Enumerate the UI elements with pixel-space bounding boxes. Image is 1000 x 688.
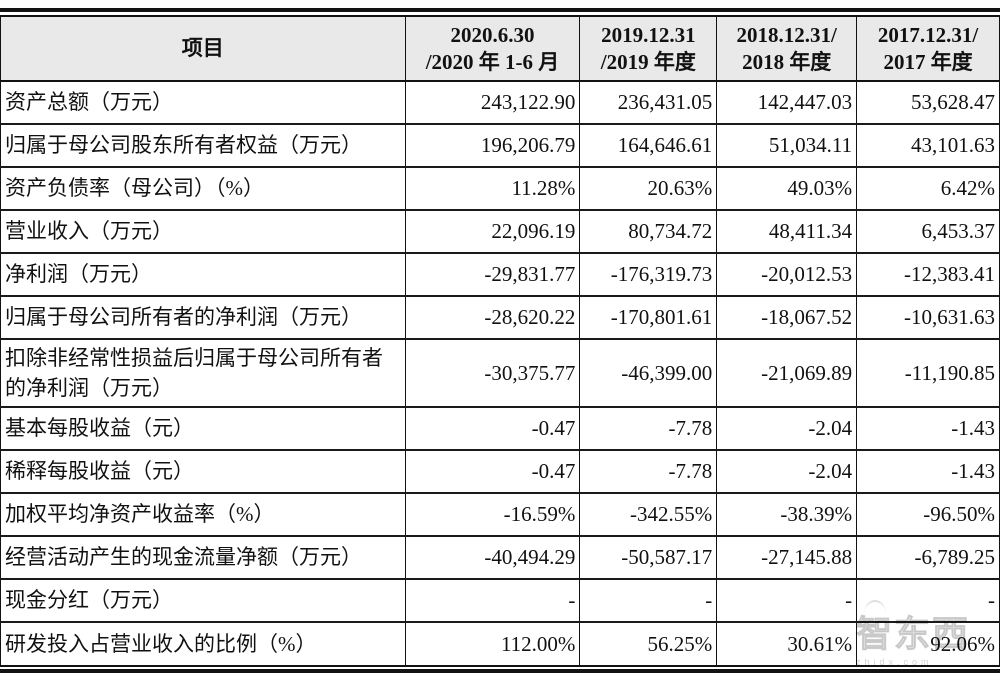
table-row: 资产总额（万元） 243,122.90 236,431.05 142,447.0… xyxy=(0,81,1000,125)
top-rule-thick xyxy=(0,8,1000,12)
value-cell: -6,789.25 xyxy=(856,536,1000,580)
value-cell: -7.78 xyxy=(579,450,717,494)
period-date: 2017.12.31/ xyxy=(877,23,979,48)
value-cell: -12,383.41 xyxy=(856,253,1000,297)
row-label-cell: 营业收入（万元） xyxy=(0,210,406,254)
row-label-cell: 资产总额（万元） xyxy=(0,81,406,125)
value-cell: - xyxy=(579,579,717,623)
period-range: 2018 年度 xyxy=(742,49,832,74)
value-cell: 30.61% xyxy=(716,622,857,665)
value-cell: 51,034.11 xyxy=(716,124,857,168)
financial-summary-table: 项目 2020.6.30 /2020 年 1-6 月 2019.12.31 /2… xyxy=(0,17,1000,665)
value-cell: -2.04 xyxy=(716,450,857,494)
table-row: 基本每股收益（元） -0.47 -7.78 -2.04 -1.43 xyxy=(0,407,1000,451)
row-label-cell: 归属于母公司所有者的净利润（万元） xyxy=(0,296,406,340)
table-header-row: 项目 2020.6.30 /2020 年 1-6 月 2019.12.31 /2… xyxy=(0,17,1000,82)
row-label-cell: 净利润（万元） xyxy=(0,253,406,297)
row-label-cell: 扣除非经常性损益后归属于母公司所有者的净利润（万元） xyxy=(0,339,406,408)
table-row: 资产负债率（母公司）（%） 11.28% 20.63% 49.03% 6.42% xyxy=(0,167,1000,211)
value-cell: 196,206.79 xyxy=(404,124,580,168)
header-period-cell: 2018.12.31/ 2018 年度 xyxy=(716,17,857,82)
row-label-cell: 加权平均净资产收益率（%） xyxy=(0,493,406,537)
header-item-cell: 项目 xyxy=(0,17,406,82)
value-cell: 6.42% xyxy=(856,167,1000,211)
value-cell: -29,831.77 xyxy=(404,253,580,297)
table-row: 经营活动产生的现金流量净额（万元） -40,494.29 -50,587.17 … xyxy=(0,536,1000,580)
period-date: 2018.12.31/ xyxy=(736,23,837,48)
value-cell: -16.59% xyxy=(404,493,580,537)
value-cell: 112.00% xyxy=(404,622,580,665)
value-cell: -170,801.61 xyxy=(579,296,717,340)
value-cell: -176,319.73 xyxy=(579,253,717,297)
top-rule-thin xyxy=(0,15,1000,17)
value-cell: 11.28% xyxy=(404,167,580,211)
period-range: 2017 年度 xyxy=(883,49,973,74)
value-cell: -18,067.52 xyxy=(716,296,857,340)
value-cell: -11,190.85 xyxy=(856,339,1000,408)
value-cell: - xyxy=(404,579,580,623)
value-cell: -30,375.77 xyxy=(404,339,580,408)
value-cell: 22,096.19 xyxy=(404,210,580,254)
table-row: 归属于母公司股东所有者权益（万元） 196,206.79 164,646.61 … xyxy=(0,124,1000,168)
value-cell: -28,620.22 xyxy=(404,296,580,340)
row-label-cell: 研发投入占营业收入的比例（%） xyxy=(5,631,317,656)
header-period-cell: 2017.12.31/ 2017 年度 xyxy=(856,17,1000,82)
table-row: 净利润（万元） -29,831.77 -176,319.73 -20,012.5… xyxy=(0,253,1000,297)
value-cell: 53,628.47 xyxy=(856,81,1000,125)
value-cell: 20.63% xyxy=(579,167,717,211)
table-row: 扣除非经常性损益后归属于母公司所有者的净利润（万元） -30,375.77 -4… xyxy=(0,339,1000,408)
header-period-cell: 2020.6.30 /2020 年 1-6 月 xyxy=(404,17,580,82)
period-range: /2020 年 1-6 月 xyxy=(425,49,560,74)
row-label-cell: 稀释每股收益（元） xyxy=(0,450,406,494)
value-cell: 92.06% xyxy=(856,622,1000,665)
value-cell: 142,447.03 xyxy=(716,81,857,125)
value-cell: 56.25% xyxy=(579,622,717,665)
value-cell: 6,453.37 xyxy=(856,210,1000,254)
row-label-cell: 现金分红（万元） xyxy=(0,579,406,623)
value-cell: -10,631.63 xyxy=(856,296,1000,340)
value-cell: 243,122.90 xyxy=(404,81,580,125)
value-cell: -0.47 xyxy=(404,407,580,451)
row-label-cell: 归属于母公司股东所有者权益（万元） xyxy=(0,124,406,168)
value-cell: -1.43 xyxy=(856,450,1000,494)
row-label-cell: 资产负债率（母公司）（%） xyxy=(0,167,406,211)
table-row: 归属于母公司所有者的净利润（万元） -28,620.22 -170,801.61… xyxy=(0,296,1000,340)
value-cell: -96.50% xyxy=(856,493,1000,537)
value-cell: 48,411.34 xyxy=(716,210,857,254)
value-cell: -50,587.17 xyxy=(579,536,717,580)
value-cell: -7.78 xyxy=(579,407,717,451)
header-period-cell: 2019.12.31 /2019 年度 xyxy=(579,17,717,82)
period-range: /2019 年度 xyxy=(600,49,696,74)
period-date: 2020.6.30 xyxy=(450,23,535,48)
value-cell: - xyxy=(716,579,857,623)
table-row: 营业收入（万元） 22,096.19 80,734.72 48,411.34 6… xyxy=(0,210,1000,254)
value-cell: 236,431.05 xyxy=(579,81,717,125)
value-cell: -21,069.89 xyxy=(716,339,857,408)
table-row: 现金分红（万元） - - - - xyxy=(0,579,1000,623)
table-row: 稀释每股收益（元） -0.47 -7.78 -2.04 -1.43 xyxy=(0,450,1000,494)
value-cell: 43,101.63 xyxy=(856,124,1000,168)
value-cell: -46,399.00 xyxy=(579,339,717,408)
period-date: 2019.12.31 xyxy=(601,23,696,48)
value-cell: 49.03% xyxy=(716,167,857,211)
value-cell: -2.04 xyxy=(716,407,857,451)
row-label-cell: 基本每股收益（元） xyxy=(0,407,406,451)
value-cell: - xyxy=(856,579,1000,623)
value-cell: -0.47 xyxy=(404,450,580,494)
value-cell: -27,145.88 xyxy=(716,536,857,580)
bottom-rule-thin xyxy=(0,665,1000,667)
table-row: 研发投入占营业收入的比例（%） 112.00% 56.25% 30.61% 92… xyxy=(1,622,1000,665)
value-cell: -342.55% xyxy=(579,493,717,537)
bottom-rule-thick xyxy=(0,669,1000,673)
value-cell: -20,012.53 xyxy=(716,253,857,297)
value-cell: 164,646.61 xyxy=(579,124,717,168)
row-label-cell: 经营活动产生的现金流量净额（万元） xyxy=(0,536,406,580)
value-cell: 80,734.72 xyxy=(579,210,717,254)
value-cell: -40,494.29 xyxy=(404,536,580,580)
value-cell: -38.39% xyxy=(716,493,857,537)
value-cell: -1.43 xyxy=(856,407,1000,451)
table-row: 加权平均净资产收益率（%） -16.59% -342.55% -38.39% -… xyxy=(0,493,1000,537)
